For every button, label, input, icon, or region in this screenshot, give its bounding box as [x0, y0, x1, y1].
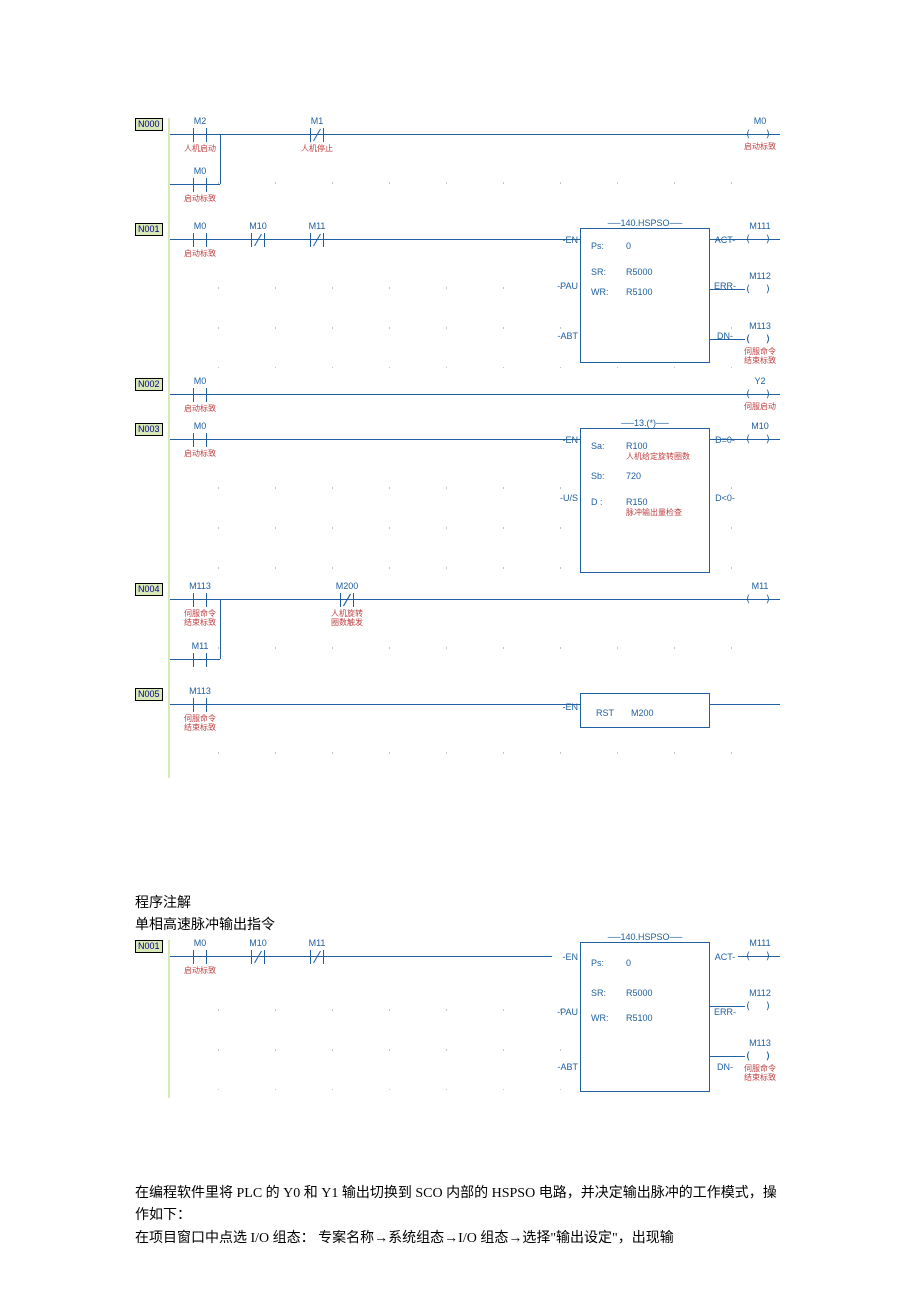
- instruction-text-2: 在项目窗口中点选 I/O 组态： 专案名称→系统组态→I/O 组态→选择"输出设…: [135, 1228, 785, 1250]
- coil-M0: M0( )启动标致: [745, 128, 775, 140]
- contact-M0: M0启动标致: [180, 433, 220, 463]
- rung-label: N003: [135, 423, 163, 436]
- contact-M10: M10: [238, 233, 278, 263]
- function-box: ──140.HSPSO──Ps:0SR:R5000WR:R5100: [580, 942, 710, 1092]
- coil-: ( )结束标致: [745, 1050, 775, 1062]
- instruction-text: 在编程软件里将 PLC 的 Y0 和 Y1 输出切换到 SCO 内部的 HSPS…: [135, 1183, 785, 1228]
- rung-label: N002: [135, 378, 163, 391]
- contact-M11: M11: [297, 233, 337, 263]
- contact-branch: 结束标致: [180, 593, 220, 623]
- rung-label: N000: [135, 118, 163, 131]
- coil-M112: M112( ): [745, 1000, 775, 1012]
- contact-M0: M0启动标致: [180, 950, 220, 980]
- coil-M11: M11( ): [745, 593, 775, 605]
- rung-label: N001: [135, 223, 163, 236]
- rung-label: N005: [135, 688, 163, 701]
- contact-M10: M10: [238, 950, 278, 980]
- contact-M11: M11: [180, 653, 220, 683]
- ladder-diagram-1: N000 M2人机启动 M1人机停止 M0启动标致 M0( )启动标致 N001 M0启动标…: [135, 118, 785, 778]
- function-box: ──13.(*)──Sa:R100人机给定旋转圈数Sb:720D :R150脉冲…: [580, 428, 710, 573]
- rung-label: N004: [135, 583, 163, 596]
- contact-M2: M2人机启动: [180, 128, 220, 158]
- contact-M0: M0启动标致: [180, 233, 220, 263]
- contact-M0: M0启动标致: [180, 388, 220, 418]
- coil-M111: M111( ): [745, 950, 775, 962]
- coil-: ( )结束标致: [745, 333, 775, 345]
- contact-M0: M0启动标致: [180, 178, 220, 208]
- rung-label: N001: [135, 940, 163, 953]
- coil-M112: M112( ): [745, 283, 775, 295]
- contact-M11: M11: [297, 950, 337, 980]
- comment-heading: 程序注解: [135, 893, 785, 915]
- contact-branch: 结束标致: [180, 698, 220, 728]
- ladder-diagram-2: N001M0启动标致M10M11M111( )M112( )M113( )伺服命…: [135, 940, 785, 1098]
- function-box: RSTM200: [580, 693, 710, 728]
- coil-Y2: Y2( )伺服启动: [745, 388, 775, 400]
- function-box: ──140.HSPSO──Ps:0SR:R5000WR:R5100: [580, 228, 710, 363]
- text-block-2: 在编程软件里将 PLC 的 Y0 和 Y1 输出切换到 SCO 内部的 HSPS…: [135, 1183, 785, 1250]
- contact-branch: 圈数触发: [327, 593, 367, 623]
- contact-M1: M1人机停止: [297, 128, 337, 158]
